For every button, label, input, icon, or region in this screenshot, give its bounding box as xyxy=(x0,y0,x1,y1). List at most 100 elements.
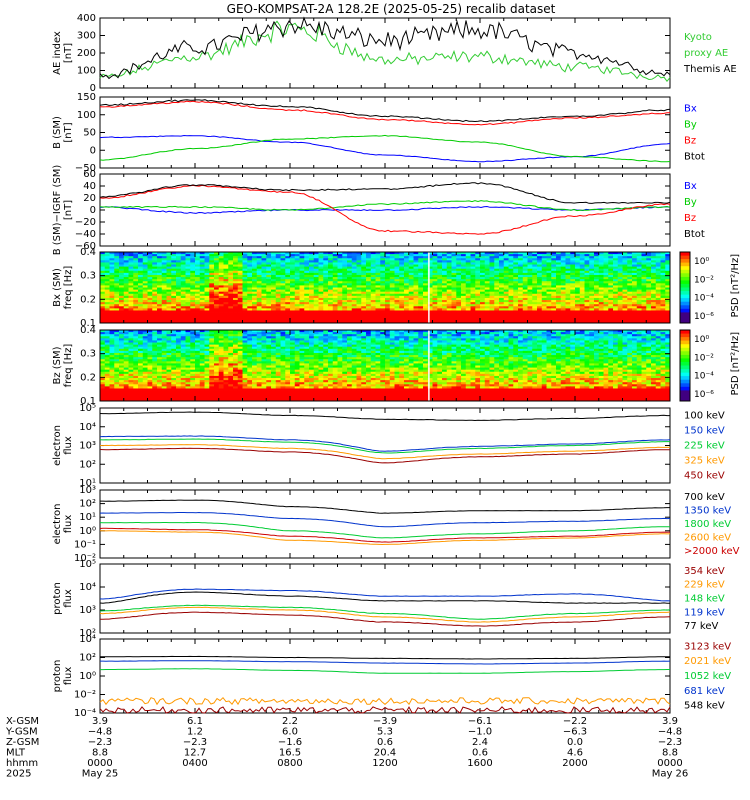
heatmap-cell xyxy=(176,308,182,311)
heatmap-cell xyxy=(347,279,353,282)
heatmap-cell xyxy=(332,306,338,309)
heatmap-cell xyxy=(323,297,329,301)
heatmap-cell xyxy=(294,283,300,286)
heatmap-cell xyxy=(527,336,533,339)
heatmap-cell xyxy=(641,272,647,276)
heatmap-cell xyxy=(475,310,481,313)
heatmap-cell xyxy=(385,306,391,309)
heatmap-cell xyxy=(423,332,429,335)
heatmap-cell xyxy=(513,295,519,299)
heatmap-cell xyxy=(385,293,391,297)
heatmap-cell xyxy=(185,306,191,309)
heatmap-cell xyxy=(503,272,509,276)
heatmap-cell xyxy=(375,334,381,337)
heatmap-cell xyxy=(475,266,481,270)
heatmap-cell xyxy=(119,283,125,286)
heatmap-cell xyxy=(380,281,386,284)
heatmap-cell xyxy=(271,277,277,280)
heatmap-cell xyxy=(366,279,372,282)
heatmap-cell xyxy=(518,310,524,313)
heatmap-cell xyxy=(508,300,514,303)
heatmap-cell xyxy=(180,254,186,257)
heatmap-cell xyxy=(546,262,552,265)
heatmap-cell xyxy=(560,334,566,337)
heatmap-cell xyxy=(641,262,647,265)
heatmap-cell xyxy=(484,334,490,337)
heatmap-cell xyxy=(100,270,106,274)
heatmap-cell xyxy=(176,287,182,290)
heatmap-cell xyxy=(176,314,182,318)
heatmap-cell xyxy=(294,338,300,341)
heatmap-cell xyxy=(465,332,471,335)
colorbar-swatch xyxy=(680,301,690,306)
heatmap-cell xyxy=(532,283,538,286)
heatmap-cell xyxy=(190,258,196,261)
heatmap-cell xyxy=(584,338,590,341)
heatmap-cell xyxy=(142,266,148,270)
heatmap-cell xyxy=(484,252,490,255)
heatmap-cell xyxy=(470,318,476,322)
heatmap-cell xyxy=(318,297,324,301)
heatmap-cell xyxy=(366,291,372,295)
heatmap-cell xyxy=(252,300,258,303)
heatmap-cell xyxy=(541,281,547,284)
heatmap-cell xyxy=(171,332,177,335)
heatmap-cell xyxy=(366,297,372,301)
heatmap-cell xyxy=(636,306,642,309)
heatmap-cell xyxy=(138,274,144,278)
heatmap-cell xyxy=(556,293,562,297)
heatmap-cell xyxy=(223,254,229,257)
heatmap-cell xyxy=(451,338,457,341)
heatmap-cell xyxy=(565,260,571,263)
heatmap-cell xyxy=(375,256,381,259)
heatmap-cell xyxy=(456,266,462,270)
heatmap-cell xyxy=(442,262,448,265)
heatmap-cell xyxy=(660,281,666,284)
heatmap-cell xyxy=(285,289,291,293)
heatmap-cell xyxy=(256,279,262,282)
heatmap-cell xyxy=(157,318,163,322)
heatmap-cell xyxy=(646,300,652,303)
heatmap-cell xyxy=(147,272,153,276)
heatmap-cell xyxy=(418,318,424,322)
heatmap-cell xyxy=(408,254,414,257)
heatmap-cell xyxy=(271,332,277,335)
heatmap-cell xyxy=(551,270,557,274)
heatmap-cell xyxy=(299,272,305,276)
heatmap-cell xyxy=(204,308,210,311)
heatmap-cell xyxy=(646,291,652,295)
heatmap-cell xyxy=(195,279,201,282)
heatmap-cell xyxy=(133,310,139,313)
heatmap-cell xyxy=(565,310,571,313)
heatmap-cell xyxy=(380,304,386,307)
heatmap-cell xyxy=(209,272,215,276)
heatmap-cell xyxy=(138,281,144,284)
heatmap-cell xyxy=(285,260,291,263)
heatmap-cell xyxy=(190,297,196,301)
colorbar-swatch xyxy=(680,308,690,313)
heatmap-cell xyxy=(375,277,381,280)
heatmap-cell xyxy=(655,332,661,335)
heatmap-cell xyxy=(617,312,623,316)
heatmap-cell xyxy=(589,274,595,278)
heatmap-cell xyxy=(575,314,581,318)
heatmap-cell xyxy=(560,274,566,278)
heatmap-cell xyxy=(423,310,429,313)
heatmap-cell xyxy=(318,266,324,270)
heatmap-cell xyxy=(157,264,163,268)
heatmap-cell xyxy=(171,254,177,257)
heatmap-cell xyxy=(399,297,405,301)
heatmap-cell xyxy=(584,281,590,284)
heatmap-cell xyxy=(157,283,163,286)
heatmap-cell xyxy=(356,262,362,265)
heatmap-cell xyxy=(233,262,239,265)
heatmap-cell xyxy=(366,277,372,280)
heatmap-cell xyxy=(442,302,448,305)
heatmap-cell xyxy=(461,306,467,309)
heatmap-cell xyxy=(380,308,386,311)
heatmap-cell xyxy=(123,285,129,288)
heatmap-cell xyxy=(380,310,386,313)
heatmap-cell xyxy=(351,310,357,313)
heatmap-cell xyxy=(394,277,400,280)
heatmap-cell xyxy=(537,297,543,301)
